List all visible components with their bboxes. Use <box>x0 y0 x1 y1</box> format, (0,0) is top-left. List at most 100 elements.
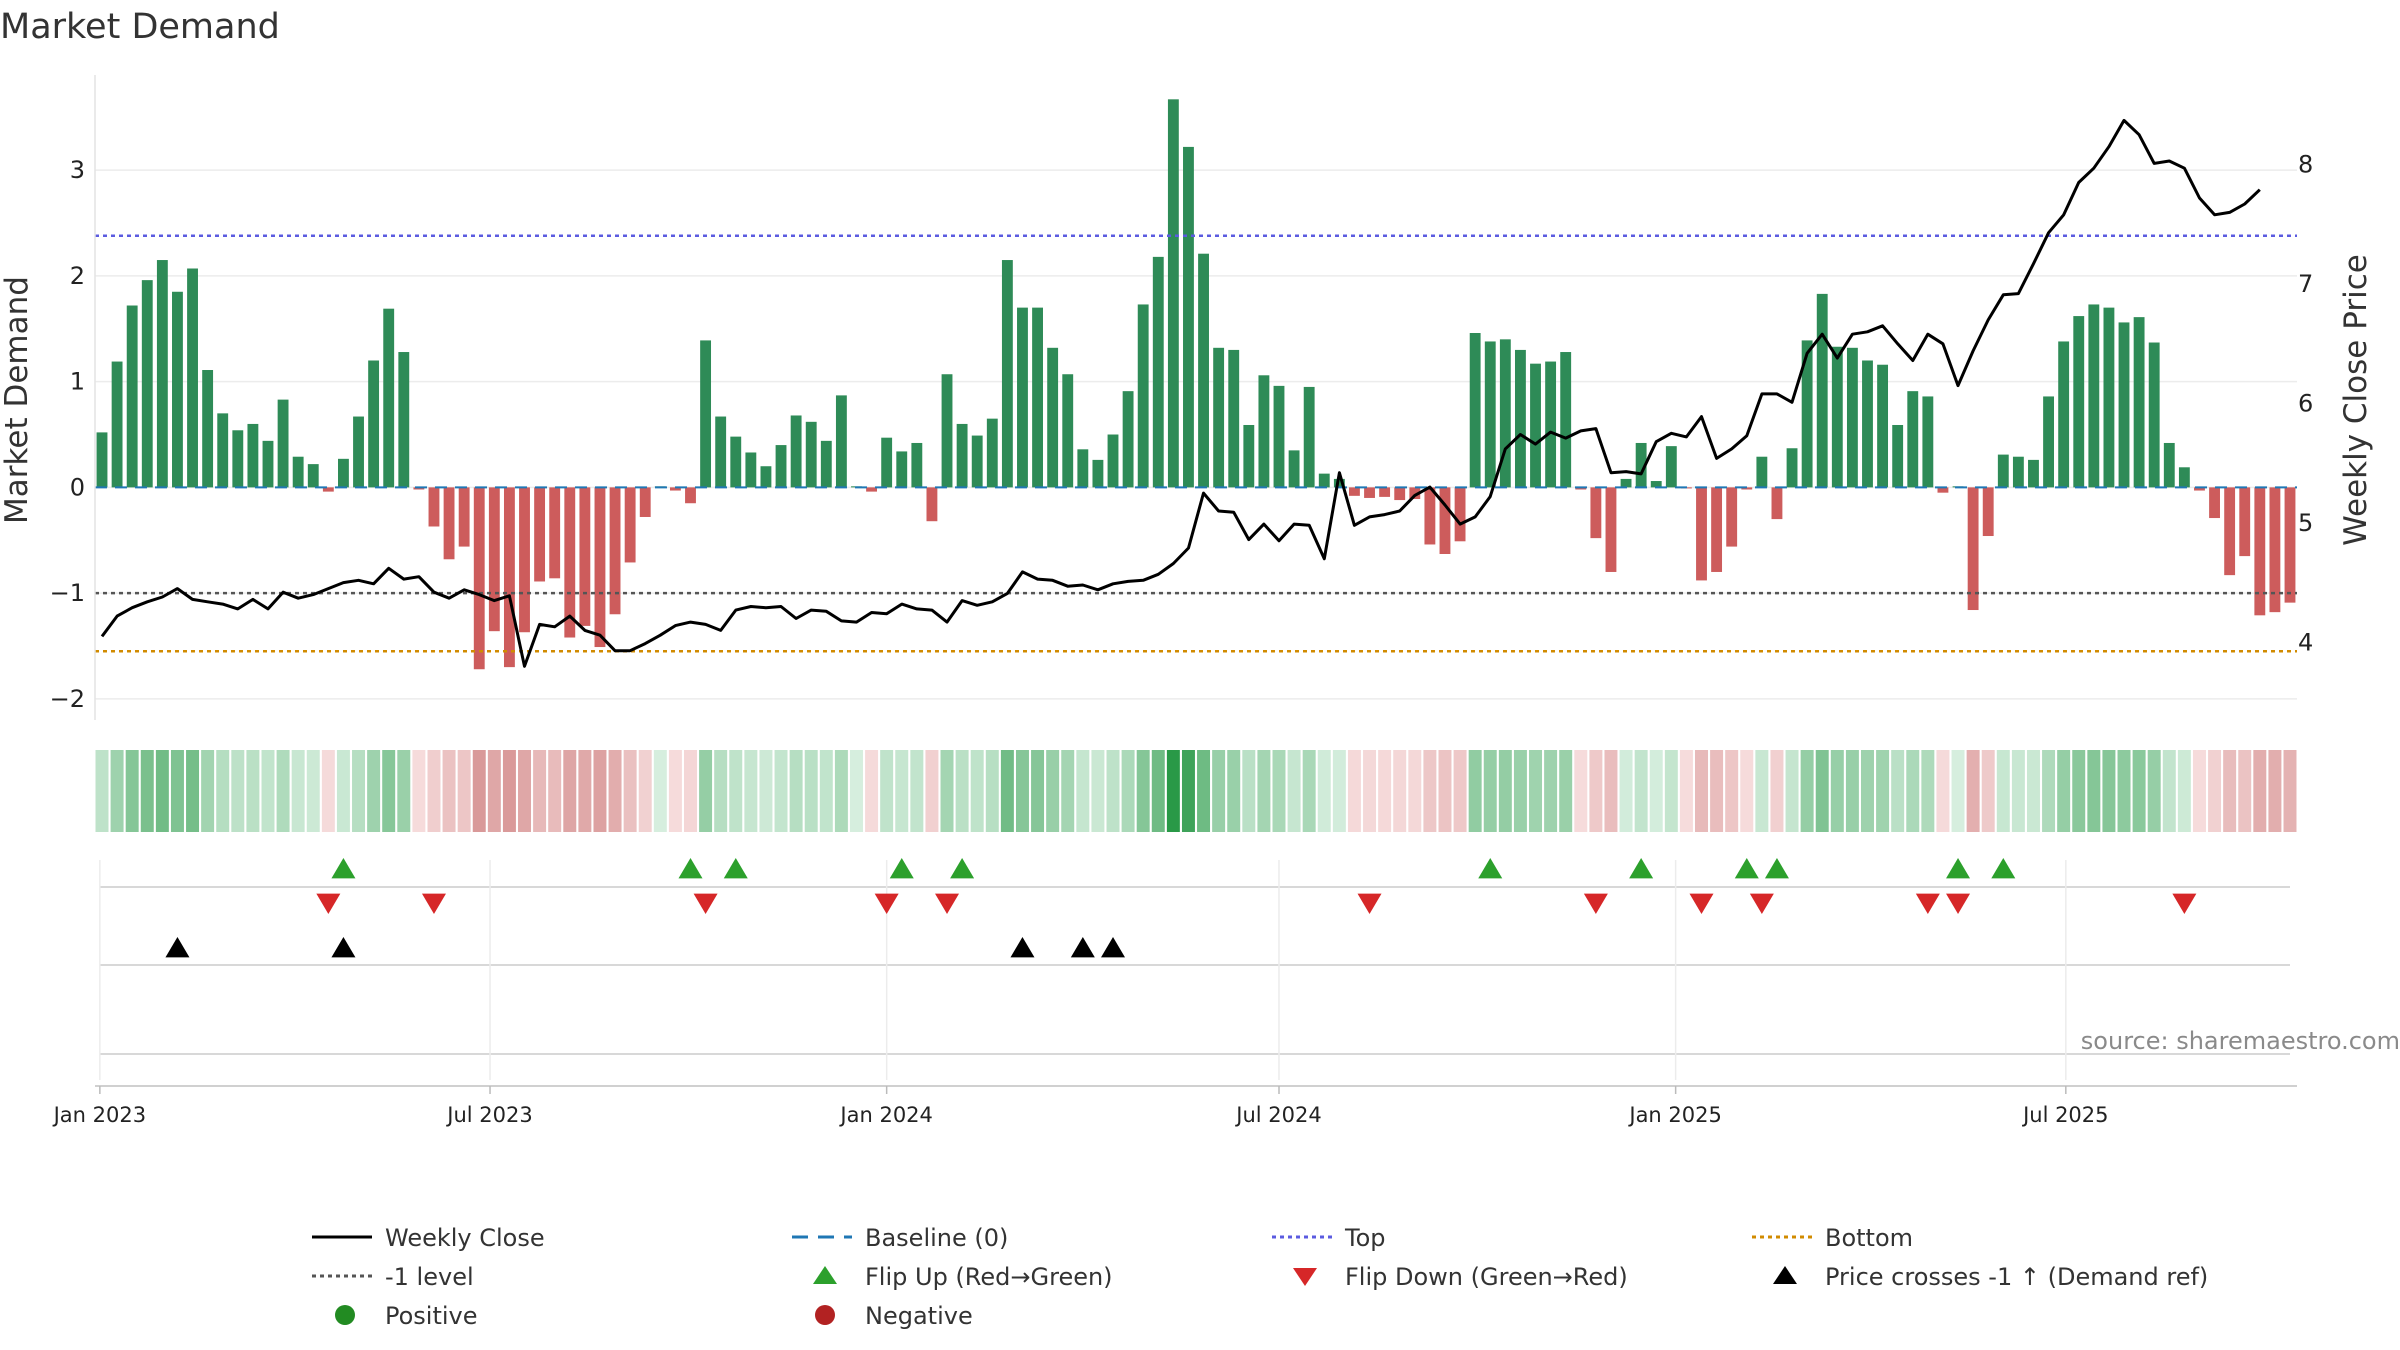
heat-cell <box>1906 750 1920 832</box>
demand-bar <box>262 440 274 488</box>
heat-cell <box>1061 750 1075 832</box>
y-left-tick-label: 3 <box>70 156 85 184</box>
demand-bar <box>2284 487 2296 603</box>
y-right-tick-label: 6 <box>2298 389 2313 417</box>
heat-cell <box>1347 750 1361 832</box>
heat-cell <box>623 750 637 832</box>
heat-cell <box>1981 750 1995 832</box>
heat-cell <box>367 750 381 832</box>
demand-bar <box>473 487 485 670</box>
legend-label: Weekly Close <box>385 1224 545 1252</box>
demand-bar <box>353 416 364 488</box>
demand-bar <box>1620 478 1632 488</box>
flip-down-marker <box>1915 893 1940 914</box>
heat-cell <box>140 750 154 832</box>
y-left-tick-label: 0 <box>70 473 85 501</box>
heat-cell <box>548 750 562 832</box>
demand-bar <box>1152 256 1164 488</box>
demand-bar <box>1635 442 1647 488</box>
heat-cell <box>1468 750 1482 832</box>
legend-label: Negative <box>865 1302 973 1330</box>
y-axis-left-label: Market Demand <box>0 276 35 524</box>
heat-cell <box>1755 750 1769 832</box>
demand-bar <box>866 487 878 492</box>
heat-cell <box>2253 750 2267 832</box>
heat-cell <box>518 750 531 832</box>
legend-label: Flip Up (Red→Green) <box>865 1263 1113 1291</box>
x-tick-label: Jan 2023 <box>52 1103 147 1127</box>
demand-bar <box>1741 487 1753 490</box>
legend-item: Flip Up (Red→Green) <box>813 1263 1113 1291</box>
heat-cell <box>699 750 713 832</box>
y-left-tick-label: 2 <box>70 262 85 290</box>
demand-bar <box>1590 487 1602 539</box>
demand-bar <box>1122 391 1134 488</box>
demand-bar <box>1786 448 1798 488</box>
demand-bar <box>926 487 938 522</box>
legend-swatch <box>335 1305 355 1325</box>
heat-cell <box>1363 750 1377 832</box>
demand-bar <box>2194 487 2205 491</box>
heat-cell <box>1423 750 1437 832</box>
heat-cell <box>593 750 607 832</box>
heat-cell <box>306 750 320 832</box>
heat-cell <box>1242 750 1256 832</box>
heat-cell <box>1197 750 1211 832</box>
price-cross-marker <box>1070 937 1095 958</box>
demand-heat-strip <box>95 750 2297 832</box>
demand-bar <box>338 458 349 488</box>
legend-item: Baseline (0) <box>792 1224 1008 1252</box>
x-tick-label: Jan 2024 <box>838 1103 933 1127</box>
demand-bar <box>911 442 923 488</box>
demand-bar <box>428 487 440 527</box>
heat-cell <box>1181 750 1195 832</box>
heat-cell <box>1815 750 1829 832</box>
heat-cell <box>2011 750 2025 832</box>
heat-cell <box>246 750 260 832</box>
heat-cell <box>155 750 169 832</box>
heat-cell <box>759 750 773 832</box>
demand-bar <box>1801 340 1813 488</box>
legend-item: Top <box>1272 1224 1386 1252</box>
demand-bar <box>1967 487 1979 611</box>
demand-bar <box>1273 385 1285 488</box>
heat-cell <box>1151 750 1165 832</box>
demand-bar <box>2254 487 2266 616</box>
demand-bar <box>1560 352 1572 488</box>
flip-up-marker <box>1946 858 1971 879</box>
demand-bar <box>443 487 455 560</box>
demand-bar <box>126 305 138 488</box>
heat-cell <box>125 750 139 832</box>
heat-cell <box>1000 750 1014 832</box>
heat-cell <box>216 750 230 832</box>
heat-cell <box>321 750 335 832</box>
demand-bar <box>1288 450 1300 488</box>
flip-down-marker <box>1583 893 1608 914</box>
demand-bar <box>1047 347 1059 488</box>
heat-cell <box>1317 750 1331 832</box>
weekly-close-line-group <box>100 118 2261 668</box>
heat-cell <box>1710 750 1724 832</box>
heat-cell <box>804 750 818 832</box>
demand-bar <box>1665 446 1677 488</box>
demand-bar <box>1696 487 1707 581</box>
reference-lines <box>95 234 2297 653</box>
demand-bar <box>1107 434 1119 488</box>
flip-down-marker <box>874 893 899 914</box>
flip-down-marker <box>316 893 341 914</box>
legend-label: Price crosses -1 ↑ (Demand ref) <box>1825 1263 2208 1291</box>
legend-swatch <box>1773 1266 1797 1284</box>
heat-cell <box>1529 750 1543 832</box>
price-cross-marker <box>1010 937 1035 958</box>
demand-bar <box>96 432 108 488</box>
x-tick-label: Jul 2024 <box>1234 1103 1321 1127</box>
demand-bar <box>156 260 168 488</box>
heat-cell <box>653 750 667 832</box>
legend-item: Weekly Close <box>312 1224 545 1252</box>
demand-bar <box>1756 456 1768 488</box>
legend: Weekly Close Baseline (0) Top Bottom -1 leve… <box>312 1224 2208 1330</box>
legend-label: Baseline (0) <box>865 1224 1008 1252</box>
heat-cell <box>1212 750 1226 832</box>
event-markers <box>95 858 2297 1087</box>
